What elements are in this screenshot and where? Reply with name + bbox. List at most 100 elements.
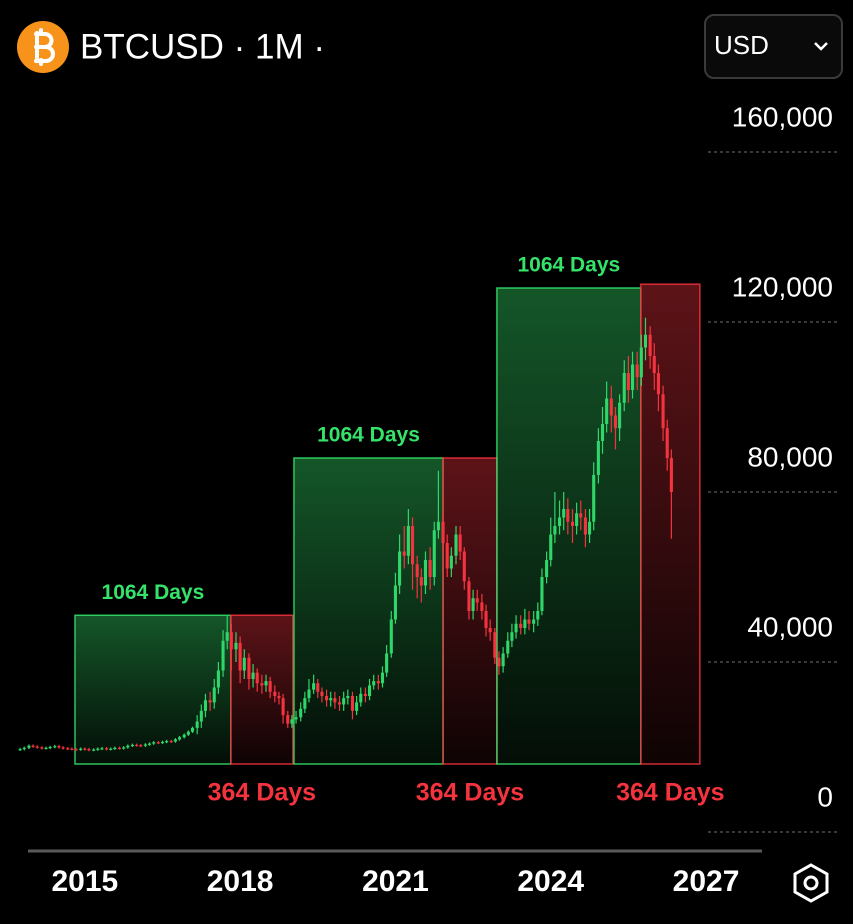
candle-body: [87, 749, 91, 751]
candle-body: [70, 748, 74, 750]
candle-body: [376, 681, 380, 684]
candle-body: [135, 744, 139, 747]
candle-body: [294, 717, 298, 720]
candle-body: [480, 602, 484, 611]
candle-body: [31, 745, 35, 747]
candle-body: [100, 748, 104, 750]
candle-body: [182, 734, 186, 738]
candle-body: [656, 373, 660, 395]
candle-body: [596, 441, 600, 475]
candle-body: [661, 394, 665, 429]
candle-body: [368, 685, 372, 696]
candle-body: [242, 657, 246, 671]
candle-body: [415, 564, 419, 577]
candle-body: [497, 657, 501, 667]
candle-body: [117, 747, 122, 750]
candle-body: [532, 619, 536, 624]
cycle-box: [293, 457, 444, 765]
candle-body: [475, 598, 479, 603]
candle-body: [428, 560, 432, 577]
candle-body: [363, 693, 367, 696]
candle-body: [410, 526, 415, 565]
candle-body: [441, 521, 445, 543]
candle-body: [139, 745, 143, 747]
x-tick-label: 2027: [673, 865, 740, 898]
candle-body: [199, 710, 203, 722]
candle-body: [493, 632, 497, 658]
candle-body: [536, 611, 540, 620]
x-tick-label: 2018: [207, 865, 274, 898]
cycle-label: 364 Days: [208, 779, 316, 807]
cycle-box: [74, 614, 232, 765]
candle-body: [122, 747, 126, 749]
y-tick-label: 40,000: [747, 611, 833, 642]
candle-body: [406, 526, 410, 556]
candle-body: [346, 696, 350, 699]
candle-body: [307, 689, 311, 699]
settings-button[interactable]: [793, 863, 829, 903]
candle-body: [553, 526, 557, 535]
symbol-icon: [17, 21, 69, 73]
settings-hexagon[interactable]: [793, 863, 829, 903]
candle-body: [557, 517, 562, 526]
axes: 0 40,000 80,000 120,000 160,000 2015 2018 2021 2…: [51, 101, 840, 898]
candle-body: [74, 749, 78, 751]
candle-body: [423, 560, 428, 586]
candle-body: [549, 534, 553, 560]
candle-body: [229, 632, 233, 650]
x-tick-label: 2021: [362, 865, 429, 898]
candle-body: [329, 698, 333, 701]
candle-body: [337, 702, 342, 705]
candle-body: [393, 585, 397, 620]
candle-body: [669, 458, 673, 492]
candle-body: [96, 748, 100, 750]
candle-body: [27, 745, 31, 748]
candle-body: [445, 543, 449, 569]
candle-body: [83, 748, 87, 750]
candle-body: [630, 364, 635, 390]
candle-body: [290, 719, 294, 724]
candle-body: [523, 619, 527, 628]
candle-body: [234, 642, 238, 650]
candle-body: [18, 749, 22, 751]
candle-body: [471, 598, 475, 611]
candle-body: [216, 670, 220, 688]
candle-body: [260, 683, 264, 686]
candle-body: [432, 530, 436, 577]
y-tick-label: 160,000: [732, 101, 833, 132]
currency-dropdown[interactable]: USD: [704, 14, 843, 79]
candle-body: [273, 691, 277, 696]
candle-body: [251, 672, 255, 679]
y-tick-label: 120,000: [732, 271, 833, 302]
candle-body: [152, 742, 156, 744]
candle-body: [320, 691, 324, 696]
y-tick-label: 80,000: [747, 441, 833, 472]
candle-body: [592, 475, 596, 522]
candle-body: [566, 509, 570, 522]
chart-title: BTCUSD · 1M ·: [80, 27, 325, 66]
candle-body: [540, 577, 544, 611]
candle-body: [255, 672, 259, 684]
candle-body: [53, 746, 57, 748]
candle-body: [613, 415, 618, 429]
candle-body: [173, 739, 177, 742]
candle-body: [186, 731, 190, 735]
candle-body: [178, 737, 182, 740]
candle-body: [66, 748, 70, 750]
candle-body: [454, 534, 458, 556]
candle-body: [238, 642, 242, 671]
candle-body: [419, 577, 423, 586]
currency-label[interactable]: USD: [714, 30, 769, 60]
candle-body: [281, 698, 285, 716]
candle-body: [92, 749, 96, 751]
candle-body: [156, 742, 160, 744]
candle-body: [575, 513, 579, 526]
candle-body: [221, 640, 225, 671]
candle-body: [113, 747, 117, 750]
candle-body: [277, 696, 281, 699]
candle-body: [268, 681, 272, 692]
dropdown-box[interactable]: [704, 14, 843, 79]
bitcoin-glyph: [34, 28, 55, 66]
candle-body: [600, 424, 605, 441]
